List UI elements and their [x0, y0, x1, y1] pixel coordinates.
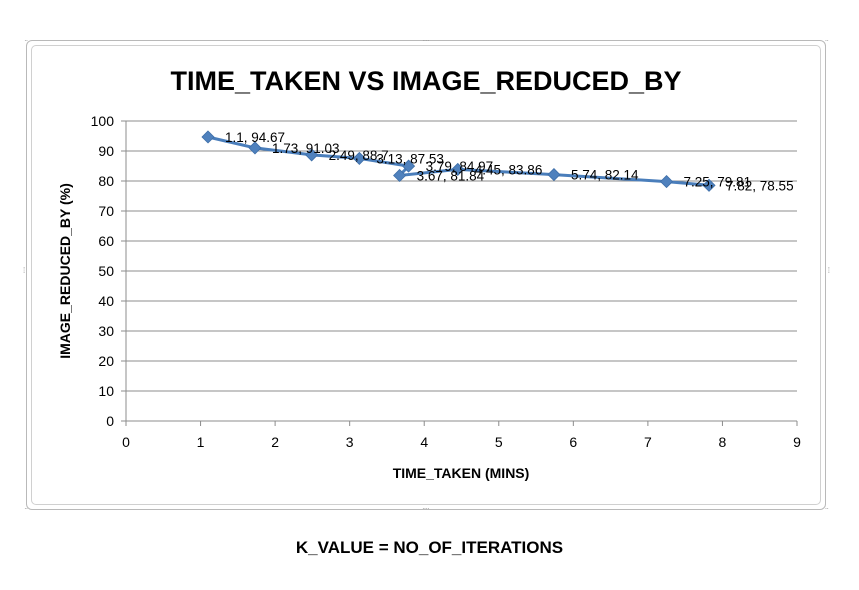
- resize-handle-bottom[interactable]: ····: [422, 504, 430, 513]
- x-tick-label: 5: [495, 434, 503, 450]
- y-tick-label: 50: [98, 263, 114, 279]
- y-tick-label: 10: [98, 383, 114, 399]
- x-tick-label: 8: [719, 434, 727, 450]
- data-label: 3.79, 84.97: [426, 159, 494, 174]
- data-label: 4.45, 83.86: [475, 162, 543, 177]
- data-point-marker: [451, 162, 465, 176]
- y-tick-label: 90: [98, 143, 114, 159]
- data-label: 2.49, 88.7: [329, 148, 389, 163]
- resize-handle-top-left[interactable]: ··: [24, 36, 28, 45]
- x-axis-title: TIME_TAKEN (MINS): [393, 465, 530, 481]
- data-point-marker: [393, 168, 407, 183]
- x-tick-label: 7: [644, 434, 652, 450]
- data-label: 7.25, 79.81: [684, 175, 752, 190]
- data-point-marker: [201, 130, 215, 144]
- resize-handle-bottom-right[interactable]: ··: [824, 504, 829, 513]
- y-tick-label: 80: [98, 173, 114, 189]
- data-label: 1.73, 91.03: [272, 141, 340, 156]
- y-tick-label: 40: [98, 293, 114, 309]
- data-point-marker: [305, 148, 319, 162]
- data-point-marker: [702, 178, 716, 192]
- y-axis-title: IMAGE_REDUCED_BY (%): [57, 183, 73, 359]
- data-point-marker: [248, 141, 262, 155]
- y-tick-label: 30: [98, 323, 114, 339]
- data-label: 5.74, 82.14: [571, 168, 639, 183]
- series-line: [207, 135, 710, 187]
- y-tick-label: 100: [91, 113, 115, 129]
- resize-handle-top[interactable]: ····: [422, 36, 430, 45]
- x-tick-label: 4: [420, 434, 428, 450]
- x-tick-label: 6: [569, 434, 577, 450]
- y-tick-label: 60: [98, 233, 114, 249]
- chart-title: TIME_TAKEN VS IMAGE_REDUCED_BY: [170, 66, 681, 96]
- y-tick-label: 0: [106, 413, 114, 429]
- chart-frame[interactable]: ···· ···· ⁞ ⁞ ·· ·· ·· ··: [23, 36, 830, 513]
- x-tick-label: 1: [197, 434, 205, 450]
- data-label: 3.67, 81.84: [417, 168, 485, 183]
- x-tick-label: 2: [271, 434, 279, 450]
- y-tick-label: 70: [98, 203, 114, 219]
- data-point-marker: [401, 159, 416, 173]
- data-point-marker: [659, 175, 674, 189]
- x-tick-label: 0: [122, 434, 130, 450]
- data-point-marker: [547, 168, 561, 182]
- data-label: 1.1, 94.67: [225, 130, 285, 145]
- data-label: 3.13, 87.53: [376, 151, 444, 166]
- data-labels: 1.1, 94.671.73, 91.032.49, 88.73.13, 87.…: [225, 130, 794, 193]
- axes: [121, 120, 798, 426]
- figure-caption: K_VALUE = NO_OF_ITERATIONS: [295, 538, 564, 557]
- y-tick-label: 20: [98, 353, 114, 369]
- resize-handle-bottom-left[interactable]: ··: [24, 504, 28, 513]
- x-tick-labels: 0 1 2 3 4 5 6 7 8 9: [122, 434, 801, 450]
- data-markers: [201, 130, 716, 192]
- data-label: 7.82, 78.55: [726, 178, 794, 193]
- x-tick-label: 3: [346, 434, 354, 450]
- resize-handle-top-right[interactable]: ··: [824, 36, 829, 45]
- chart-inner-border: [31, 45, 821, 505]
- data-point-marker: [352, 151, 366, 165]
- gridlines: [126, 120, 797, 392]
- y-tick-labels: 0 10 20 30 40 50 60 70 80 90 100: [91, 113, 115, 429]
- x-tick-label: 9: [793, 434, 801, 450]
